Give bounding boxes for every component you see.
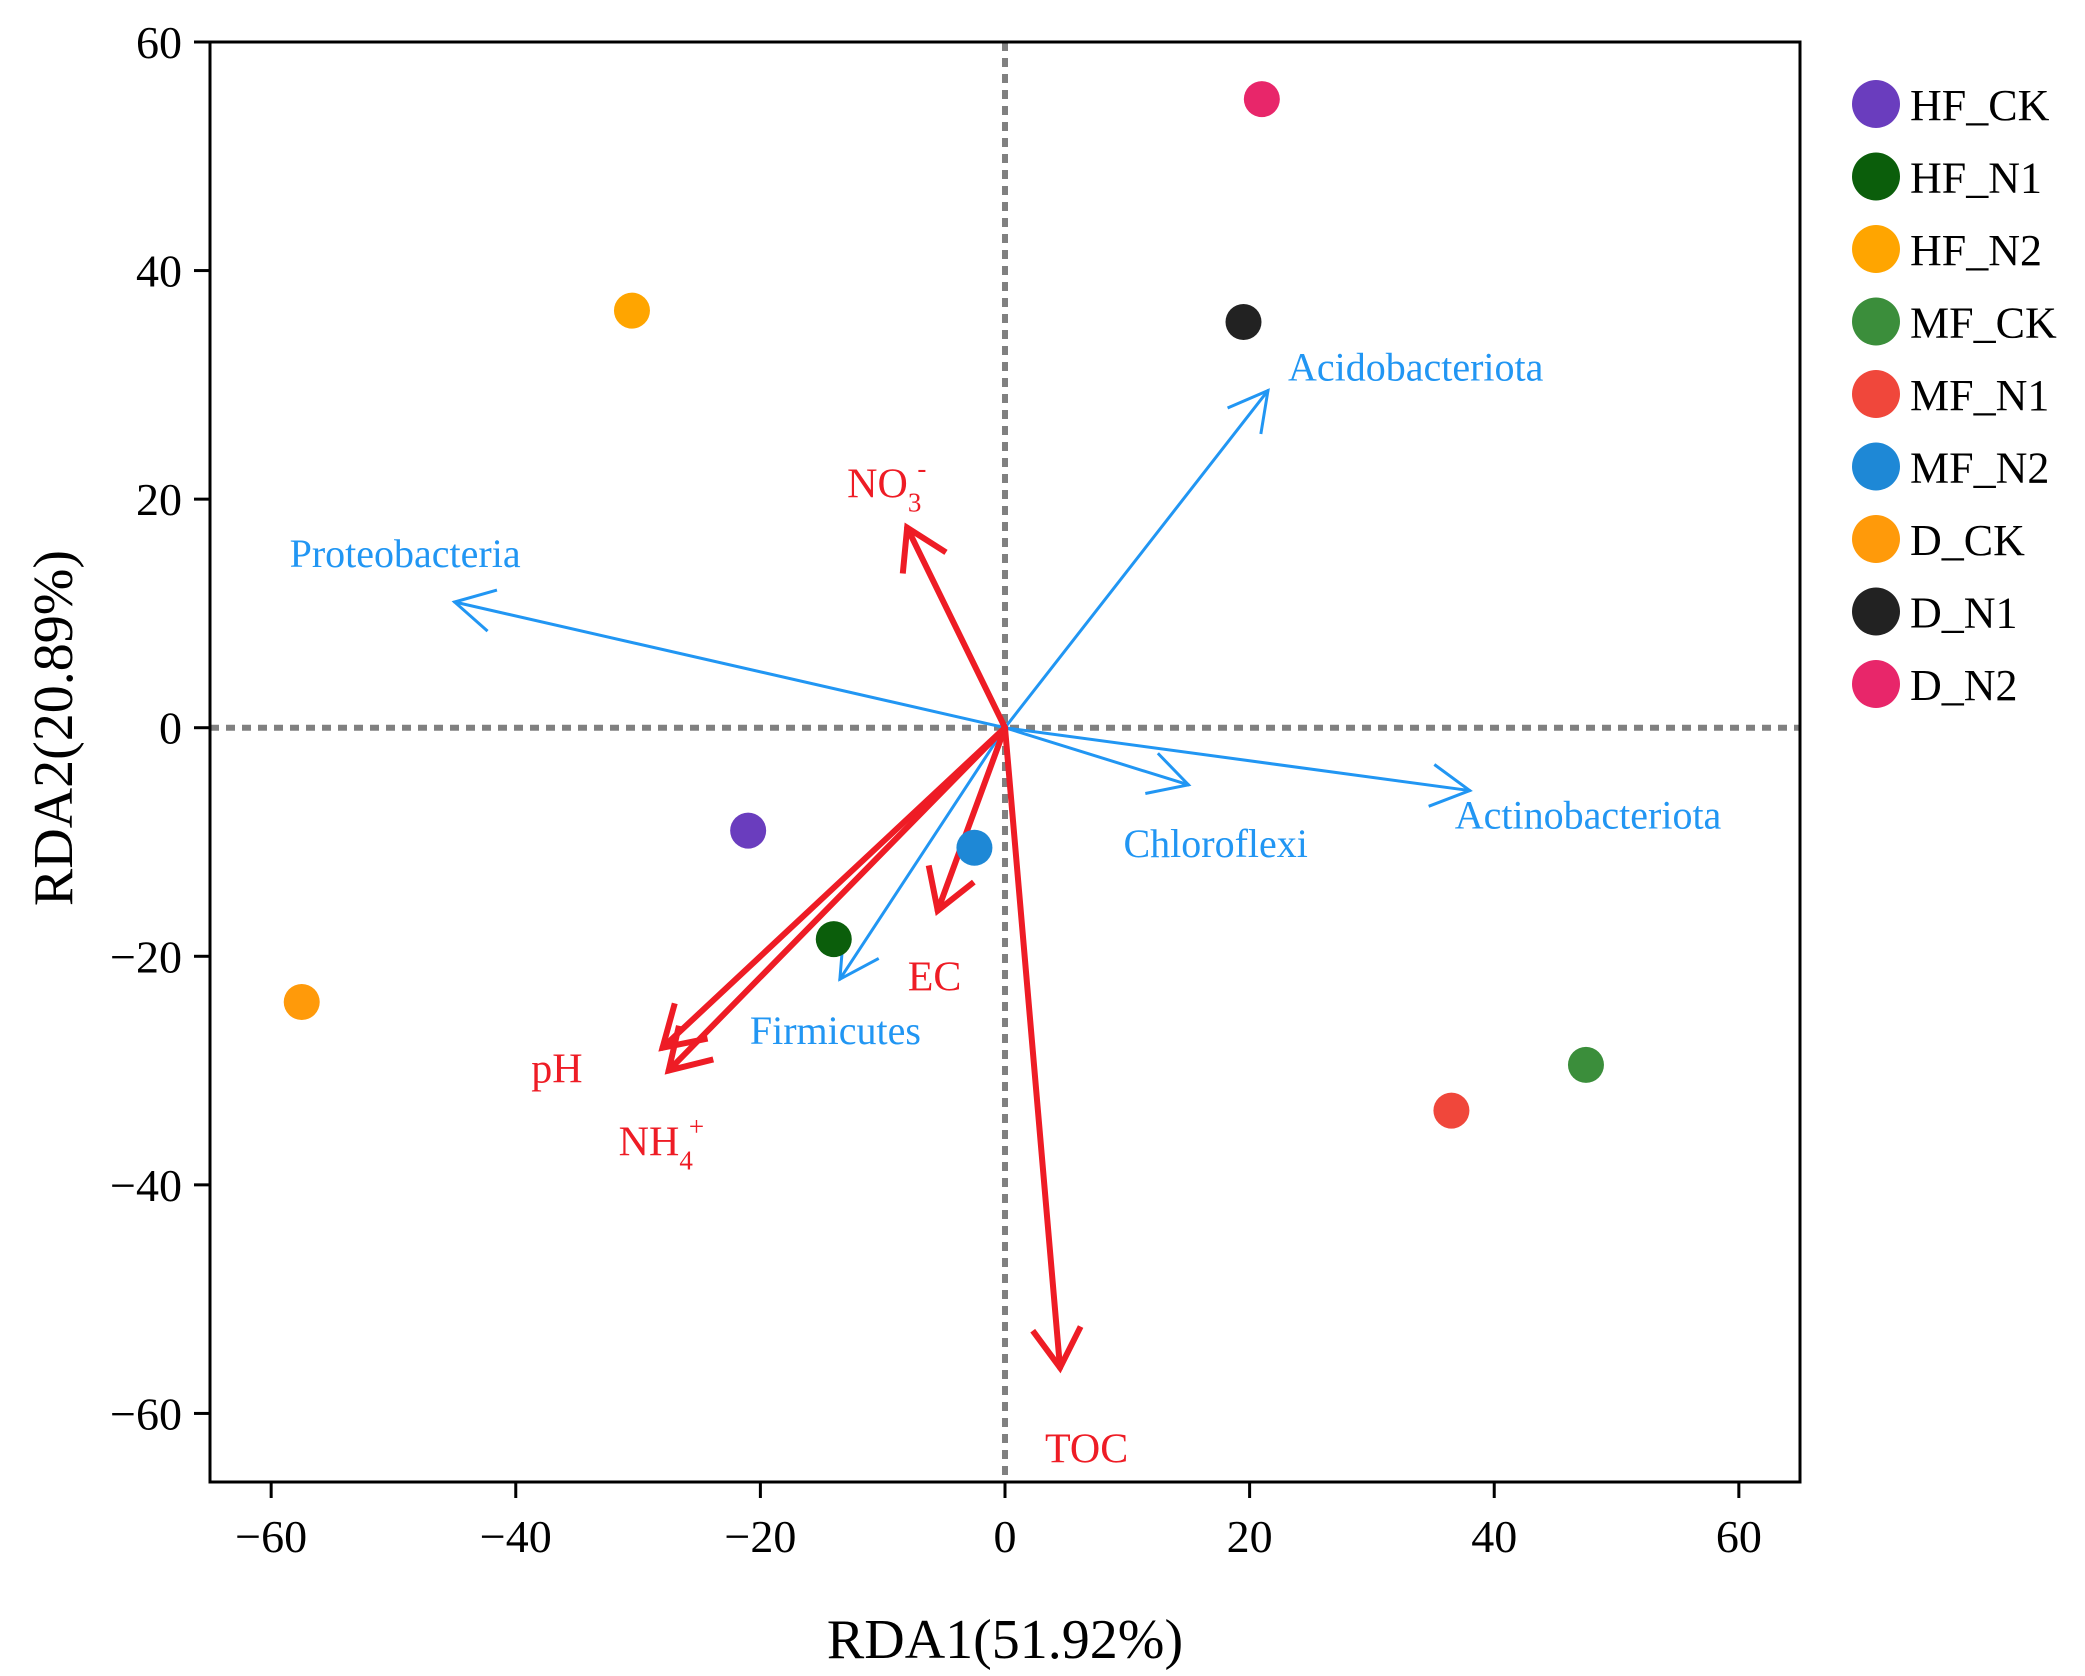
legend-marker	[1852, 297, 1900, 346]
env-label-no3: NO3-	[847, 454, 926, 518]
legend-item-mf-n2: MF_N2	[1852, 442, 2049, 493]
env-arrow-shaft	[934, 724, 1008, 914]
env-arrow-head	[658, 1002, 709, 1052]
env-arrow-head	[664, 1025, 715, 1075]
species-arrow-proteobacteria	[451, 588, 1007, 730]
point-d-n1	[1225, 304, 1262, 340]
point-mf-n1	[1433, 1092, 1470, 1129]
species-arrow-head	[1428, 763, 1473, 808]
y-axis-title: RDA2(20.89%)	[23, 550, 85, 906]
species-arrow-head	[1145, 752, 1192, 795]
env-label-toc: TOC	[1045, 1427, 1128, 1473]
point-hf-n1	[815, 921, 852, 958]
legend-marker	[1852, 587, 1900, 636]
legend-item-d-n1: D_N1	[1852, 587, 2018, 638]
y-tick-label: 0	[159, 703, 182, 754]
point-mf-ck	[1567, 1046, 1604, 1083]
env-arrow-shaft	[665, 724, 1008, 1074]
legend-marker	[1852, 80, 1900, 128]
species-arrow-chloroflexi	[1003, 726, 1192, 795]
x-tick-label: −60	[235, 1511, 307, 1562]
taxa-label-firmicutes: Firmicutes	[750, 1008, 921, 1053]
point-d-n2	[1243, 81, 1280, 118]
taxa-label-chloroflexi: Chloroflexi	[1123, 821, 1307, 866]
legend-item-hf-n2: HF_N2	[1852, 225, 2042, 275]
env-arrow-shaft	[904, 524, 1008, 731]
env-arrow-nh4	[664, 724, 1008, 1075]
legend-item-mf-n1: MF_N1	[1852, 370, 2049, 420]
legend-label: HF_N2	[1910, 226, 2042, 275]
legend-marker	[1852, 225, 1900, 273]
legend-item-mf-ck: MF_CK	[1852, 297, 2057, 348]
legend-label: D_N1	[1910, 589, 2018, 638]
point-mf-n2	[956, 829, 993, 866]
species-arrow-shaft	[453, 600, 1007, 730]
env-arrow-ec	[925, 724, 1008, 916]
species-arrow-shaft	[838, 726, 1007, 981]
env-arrow-no3	[899, 522, 1008, 731]
x-tick-label: −40	[480, 1511, 552, 1562]
taxa-label-acidobacteriota: Acidobacteriota	[1288, 345, 1544, 390]
legend-marker	[1852, 442, 1900, 491]
point-d-ck	[283, 984, 320, 1020]
env-arrow-head	[899, 522, 948, 574]
legend-label: MF_CK	[1910, 299, 2057, 348]
taxa-label-proteobacteria: Proteobacteria	[290, 531, 521, 576]
x-tick-label: −20	[724, 1511, 796, 1562]
species-arrow-shaft	[1003, 726, 1190, 787]
x-tick-label: 0	[994, 1511, 1017, 1562]
legend-label: MF_N1	[1910, 371, 2049, 420]
y-tick-label: 20	[136, 474, 182, 525]
y-tick-label: 60	[136, 17, 182, 68]
species-arrow-head	[1226, 388, 1270, 435]
y-tick-label: −60	[110, 1388, 182, 1439]
taxa-label-actinobacteriota: Actinobacteriota	[1455, 793, 1722, 838]
y-tick-label: −40	[110, 1160, 182, 1211]
env-arrow-shaft	[1002, 724, 1064, 1371]
legend-item-hf-n1: HF_N1	[1852, 152, 2042, 203]
x-axis-title: RDA1(51.92%)	[827, 1609, 1183, 1671]
vector-arrows	[451, 388, 1473, 1374]
y-tick-label: −20	[110, 931, 182, 982]
x-tick-label: 20	[1227, 1511, 1273, 1562]
species-arrow-head	[451, 588, 498, 633]
env-arrow-head	[1030, 1325, 1084, 1374]
legend-item-hf-ck: HF_CK	[1852, 80, 2050, 130]
legend: HF_CK HF_N1 HF_N2 MF_CK MF_N1 MF_N2 D_CK D_N1 D_…	[1852, 80, 2057, 710]
env-arrow-ph	[658, 724, 1008, 1052]
legend-label: HF_N1	[1910, 154, 2042, 203]
legend-marker	[1852, 660, 1900, 708]
point-hf-ck	[730, 812, 767, 849]
species-arrow-shaft	[1003, 389, 1270, 730]
legend-item-d-n2: D_N2	[1852, 660, 2018, 710]
legend-marker	[1852, 152, 1900, 201]
x-tick-label: 40	[1471, 1511, 1517, 1562]
legend-label: MF_N2	[1910, 444, 2049, 493]
species-arrow-shaft	[1003, 726, 1472, 793]
sample-points	[283, 81, 1604, 1129]
env-label-ph: pH	[531, 1047, 582, 1093]
env-label-nh4: NH4+	[619, 1112, 704, 1176]
env-label-ec: EC	[908, 955, 962, 1001]
point-hf-n2	[613, 292, 650, 329]
env-arrow-shaft	[659, 724, 1008, 1051]
legend-item-d-ck: D_CK	[1852, 515, 2025, 565]
legend-marker	[1852, 515, 1900, 563]
legend-marker	[1852, 370, 1900, 418]
vector-labels: NO3- EC pH NH4+ TOC Acidobacteriota Proteobact…	[290, 345, 1722, 1473]
species-arrow-acidobacteriota	[1003, 388, 1270, 730]
axes: −60 −40 −20 0 20 40 60 −60 −40 −20 0 20 40 60	[110, 17, 1762, 1562]
legend-label: HF_CK	[1910, 81, 2050, 130]
env-arrow-head	[925, 864, 976, 916]
legend-label: D_N2	[1910, 661, 2018, 710]
species-arrow-actinobacteriota	[1003, 726, 1473, 808]
x-tick-label: 60	[1716, 1511, 1762, 1562]
env-arrow-toc	[1002, 724, 1084, 1374]
y-tick-label: 40	[136, 246, 182, 297]
legend-label: D_CK	[1910, 516, 2025, 565]
